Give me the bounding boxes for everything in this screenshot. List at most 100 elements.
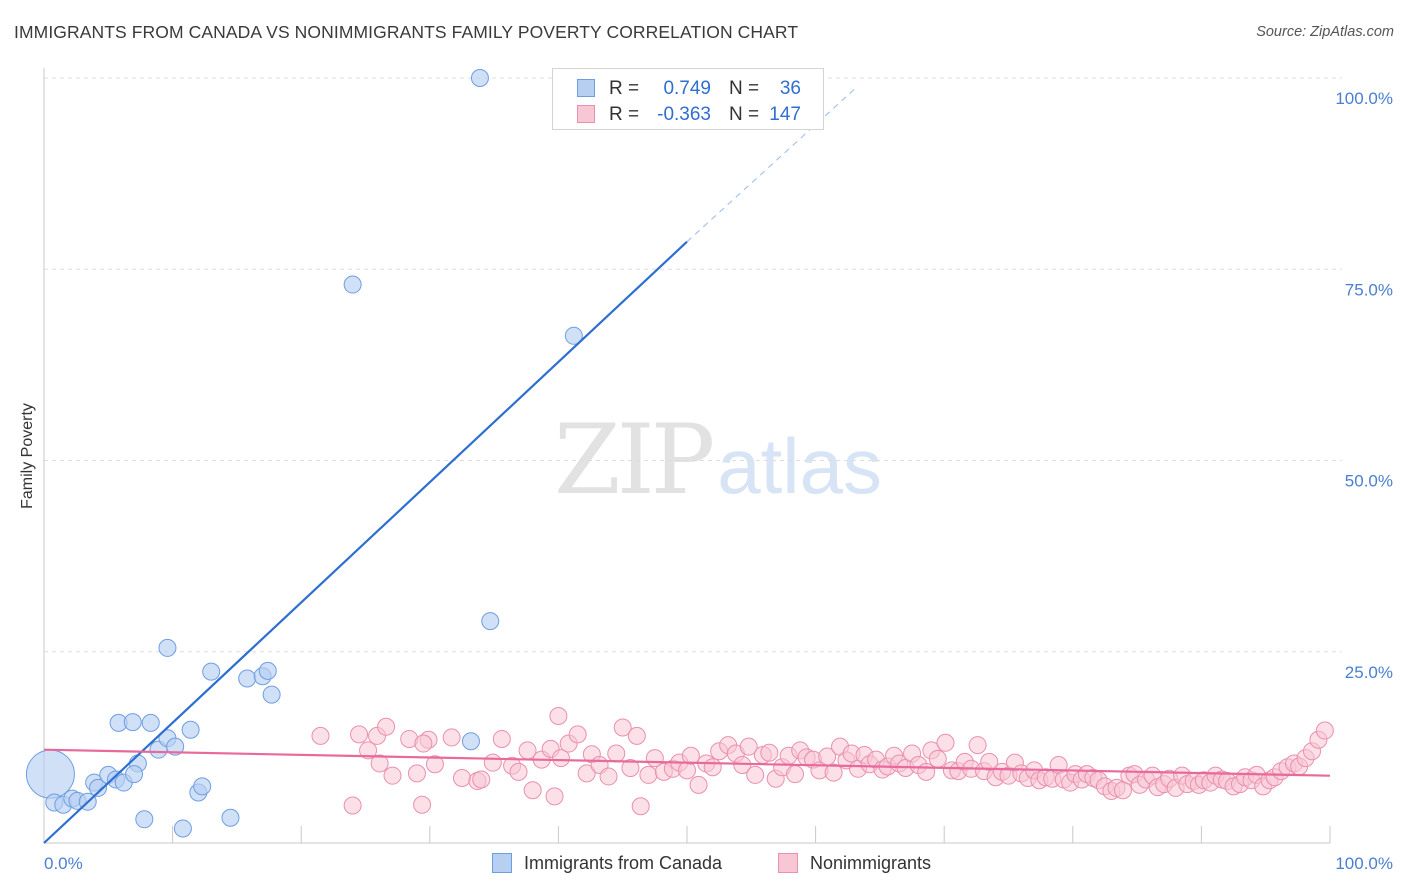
immigrants-point (25, 749, 75, 799)
nonimmigrants-point (509, 762, 528, 781)
immigrants-point (221, 808, 240, 827)
nonimmigrants-point (746, 765, 765, 784)
nonimmigrants-point (483, 753, 502, 772)
nonimmigrants-point (980, 752, 999, 771)
nonimmigrants-point (689, 775, 708, 794)
chart-title: IMMIGRANTS FROM CANADA VS NONIMMIGRANTS … (14, 22, 799, 42)
nonimmigrants-point (613, 718, 632, 737)
nonimmigrants-point (621, 759, 640, 778)
legend-row-nonimmigrants: R = -0.363 N = 147 (553, 100, 823, 128)
nonimmigrants-point (311, 726, 330, 745)
immigrants-point (158, 638, 177, 657)
x-tick-label: 100.0% (1335, 854, 1393, 873)
nonimmigrants-point (968, 736, 987, 755)
nonimmigrants-point (631, 797, 650, 816)
nonimmigrants-point (786, 765, 805, 784)
immigrants-points (25, 69, 583, 838)
tick-labels: 25.0% 50.0% 75.0% 100.0% 0.0% 100.0% (44, 89, 1393, 873)
immigrants-point (123, 713, 142, 732)
n-label: N = (729, 104, 760, 125)
nonimmigrants-point (523, 781, 542, 800)
nonimmigrants-point (425, 755, 444, 774)
nonimmigrants-point (936, 733, 955, 752)
immigrants-point (343, 275, 362, 294)
y-tick-label: 25.0% (1345, 663, 1393, 682)
immigrants-point (481, 612, 500, 631)
nonimmigrants-point (442, 728, 461, 747)
nonimmigrants-point (370, 754, 389, 773)
nonimmigrants-points (311, 707, 1334, 816)
nonimmigrants-point (452, 768, 471, 787)
legend-swatch-pink (778, 853, 798, 873)
nonimmigrants-point (639, 765, 658, 784)
immigrants-point (258, 661, 277, 680)
immigrants-point (173, 819, 192, 838)
immigrants-point (181, 720, 200, 739)
y-tick-label: 100.0% (1335, 89, 1393, 108)
nonimmigrants-point (414, 734, 433, 753)
legend-label: Nonimmigrants (810, 853, 932, 873)
source-label: Source: ZipAtlas.com (1256, 24, 1394, 40)
nonimmigrants-trend-line (43, 748, 1331, 777)
immigrants-point (141, 713, 160, 732)
nonimmigrants-point (377, 717, 396, 736)
nonimmigrants-point (359, 741, 378, 760)
nonimmigrants-point (760, 743, 779, 762)
nonimmigrants-point (383, 766, 402, 785)
legend-swatch-blue (577, 79, 595, 97)
immigrants-point (193, 777, 212, 796)
r-value: 0.749 (663, 78, 711, 99)
immigrants-point (166, 737, 185, 756)
n-value: 36 (779, 78, 801, 99)
nonimmigrants-point (599, 767, 618, 786)
grid-layer (44, 77, 1342, 653)
r-label: R = (609, 78, 640, 99)
nonimmigrants-point (413, 795, 432, 814)
nonimmigrants-point (928, 749, 947, 768)
nonimmigrants-point (350, 725, 369, 744)
immigrants-point (564, 326, 583, 345)
immigrants-point (470, 69, 489, 87)
trend-lines (43, 89, 1331, 844)
nonimmigrants-point (824, 763, 843, 782)
immigrants-point (238, 669, 257, 688)
correlation-legend: R = 0.749 N = 36 R = -0.363 N = 147 (552, 68, 824, 130)
r-value: -0.363 (657, 104, 711, 125)
nonimmigrants-point (627, 726, 646, 745)
nonimmigrants-point (549, 707, 568, 726)
immigrants-point (461, 732, 480, 751)
legend-swatch-blue (492, 853, 512, 873)
nonimmigrants-point (545, 787, 564, 806)
x-tick-label: 0.0% (44, 854, 83, 873)
immigrants-point (135, 810, 154, 829)
nonimmigrants-point (607, 744, 626, 763)
y-axis-title: Family Poverty (19, 403, 36, 509)
legend-label: Immigrants from Canada (524, 853, 723, 873)
immigrants-trend-line (43, 240, 688, 844)
nonimmigrants-point (568, 725, 587, 744)
immigrants-point (262, 685, 281, 704)
immigrants-point (125, 765, 144, 784)
nonimmigrants-point (917, 762, 936, 781)
immigrants-point (89, 778, 108, 797)
immigrants-trend-extension (686, 89, 855, 243)
y-tick-label: 75.0% (1345, 280, 1393, 299)
nonimmigrants-point (407, 764, 426, 783)
r-label: R = (609, 104, 640, 125)
immigrants-point (202, 662, 221, 681)
nonimmigrants-point (472, 770, 491, 789)
nonimmigrants-point (1315, 721, 1334, 740)
nonimmigrants-point (492, 729, 511, 748)
axis-layer (43, 68, 1331, 844)
nonimmigrants-point (703, 758, 722, 777)
nonimmigrants-point (343, 796, 362, 815)
legend-swatch-pink (577, 105, 595, 123)
n-label: N = (729, 78, 760, 99)
nonimmigrants-point (551, 749, 570, 768)
nonimmigrants-point (681, 746, 700, 765)
y-tick-label: 50.0% (1345, 472, 1393, 491)
n-value: 147 (769, 104, 801, 125)
nonimmigrants-point (739, 737, 758, 756)
legend-row-immigrants: R = 0.749 N = 36 (553, 74, 823, 102)
